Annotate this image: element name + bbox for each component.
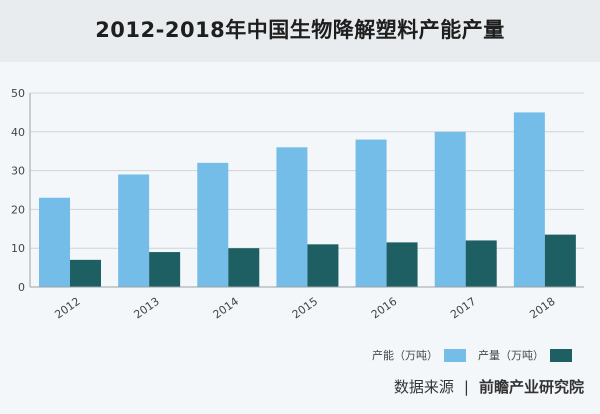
bar-capacity (276, 147, 308, 287)
bar-output (544, 234, 576, 287)
y-tick-label: 10 (11, 242, 25, 255)
y-tick-label: 40 (11, 126, 25, 139)
y-tick-label: 30 (11, 165, 25, 178)
x-tick-label: 2012 (52, 295, 82, 322)
source-separator: | (463, 378, 469, 396)
x-tick-label: 2015 (290, 295, 320, 322)
bar-output (70, 259, 101, 287)
legend-swatch-capacity (444, 348, 466, 362)
source-label: 数据来源 (393, 378, 454, 396)
legend-label-capacity: 产能（万吨） (372, 349, 438, 362)
legend-label-output: 产量（万吨） (478, 349, 544, 362)
bar-capacity (197, 162, 229, 287)
y-axis-ticks: 0 10 20 30 40 50 (11, 87, 25, 294)
x-tick-label: 2014 (211, 295, 241, 322)
bar-output (465, 240, 497, 287)
bars (39, 112, 576, 288)
bar-output (386, 242, 418, 287)
x-tick-label: 2013 (132, 295, 162, 322)
y-tick-label: 0 (18, 281, 25, 294)
chart-title: 2012-2018年中国生物降解塑料产能产量 (95, 18, 505, 42)
bar-capacity (434, 131, 466, 287)
bar-output (307, 244, 339, 287)
bar-output (228, 248, 260, 287)
bar-output (149, 252, 181, 287)
x-axis-ticks: 2012 2013 2014 2015 2016 2017 2018 (52, 295, 557, 322)
x-tick-label: 2018 (527, 295, 557, 322)
title-bar (0, 0, 600, 62)
x-tick-label: 2016 (369, 295, 399, 322)
x-tick-label: 2017 (448, 295, 478, 322)
y-tick-label: 50 (11, 87, 25, 100)
bar-capacity (355, 139, 387, 287)
legend: 产能（万吨） 产量（万吨） (372, 347, 572, 363)
legend-swatch-output (550, 348, 572, 362)
bar-capacity (513, 112, 545, 288)
source-org: 前瞻产业研究院 (478, 378, 584, 396)
y-tick-label: 20 (11, 203, 25, 216)
source-note: 数据来源 | 前瞻产业研究院 (394, 376, 584, 397)
bar-capacity (39, 197, 70, 287)
bar-capacity (118, 174, 150, 287)
